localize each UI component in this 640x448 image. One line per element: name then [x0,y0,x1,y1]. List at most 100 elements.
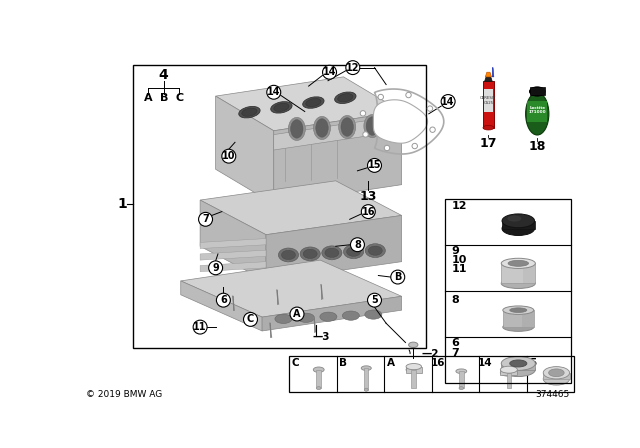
Text: 11: 11 [193,322,207,332]
Circle shape [323,65,337,79]
Text: 17: 17 [479,137,497,150]
Ellipse shape [501,357,535,370]
Bar [132,65,426,348]
Ellipse shape [543,366,570,379]
Bar [501,263,535,284]
Polygon shape [200,200,266,281]
Circle shape [367,293,381,307]
Text: 6: 6 [220,295,227,305]
Text: 10: 10 [451,255,467,265]
Circle shape [198,212,212,226]
Polygon shape [485,72,492,77]
Bar [316,370,321,388]
Circle shape [209,261,223,275]
Circle shape [351,238,364,252]
Text: 14: 14 [323,67,336,77]
Bar [502,221,534,228]
Text: 5: 5 [371,295,378,305]
Bar [406,366,422,373]
Ellipse shape [501,258,535,268]
Text: —3: —3 [312,332,330,342]
Text: 9: 9 [212,263,219,273]
Text: C: C [175,94,183,103]
Ellipse shape [529,87,545,96]
Polygon shape [200,262,266,271]
Text: 13: 13 [360,190,377,202]
Ellipse shape [456,369,467,374]
Bar [501,363,535,370]
Text: C: C [247,314,254,324]
Text: 16: 16 [362,207,375,217]
Text: 374465: 374465 [536,390,570,399]
Circle shape [360,111,365,116]
Ellipse shape [316,119,328,137]
Ellipse shape [508,260,529,266]
Text: 12: 12 [346,63,360,73]
Text: CERESIT
CS25: CERESIT CS25 [480,96,497,105]
Circle shape [441,95,455,108]
Ellipse shape [366,117,379,135]
Polygon shape [484,77,492,82]
Ellipse shape [344,245,364,258]
Ellipse shape [503,306,534,314]
Ellipse shape [316,387,321,390]
Ellipse shape [278,248,298,262]
Ellipse shape [298,313,314,323]
Text: 18: 18 [529,140,546,153]
Polygon shape [216,77,402,131]
Ellipse shape [303,97,324,108]
Ellipse shape [408,342,418,348]
Ellipse shape [339,116,356,138]
Circle shape [412,143,417,149]
Ellipse shape [502,222,534,236]
Polygon shape [200,238,266,249]
Ellipse shape [459,387,463,390]
Text: 6: 6 [451,338,459,348]
Bar [289,356,575,392]
Circle shape [363,132,368,137]
Text: B: B [339,358,347,368]
Text: A: A [387,358,394,368]
Text: 11: 11 [451,264,467,274]
Ellipse shape [347,247,360,256]
Text: C: C [292,358,300,368]
Circle shape [378,95,383,100]
Ellipse shape [314,367,324,372]
Bar [503,310,534,327]
Circle shape [222,149,236,163]
Polygon shape [180,281,262,331]
Bar [484,89,493,112]
Text: 12: 12 [451,201,467,211]
Text: B: B [394,272,401,282]
Polygon shape [266,215,402,281]
Text: 7: 7 [202,214,209,224]
Text: Loctite
171000: Loctite 171000 [529,106,546,114]
Polygon shape [262,296,402,331]
Circle shape [346,60,360,74]
Text: 14: 14 [478,358,493,368]
Bar [522,310,534,327]
Circle shape [362,205,375,219]
Text: 1: 1 [117,197,127,211]
Ellipse shape [365,310,382,319]
Ellipse shape [282,250,296,259]
Polygon shape [492,68,494,77]
Ellipse shape [525,93,549,135]
Text: —2: —2 [421,349,438,359]
Ellipse shape [300,247,320,261]
Text: A: A [293,309,301,319]
Ellipse shape [501,278,535,289]
Polygon shape [373,100,428,143]
Ellipse shape [303,249,317,258]
Bar [364,368,368,390]
Text: A: A [144,94,152,103]
Text: 5: 5 [529,358,537,368]
Polygon shape [274,112,402,204]
Bar [445,198,572,383]
Circle shape [430,127,435,133]
Ellipse shape [508,215,522,222]
Text: 10: 10 [222,151,236,161]
Circle shape [367,159,381,172]
Bar [506,373,511,388]
Ellipse shape [338,94,353,102]
